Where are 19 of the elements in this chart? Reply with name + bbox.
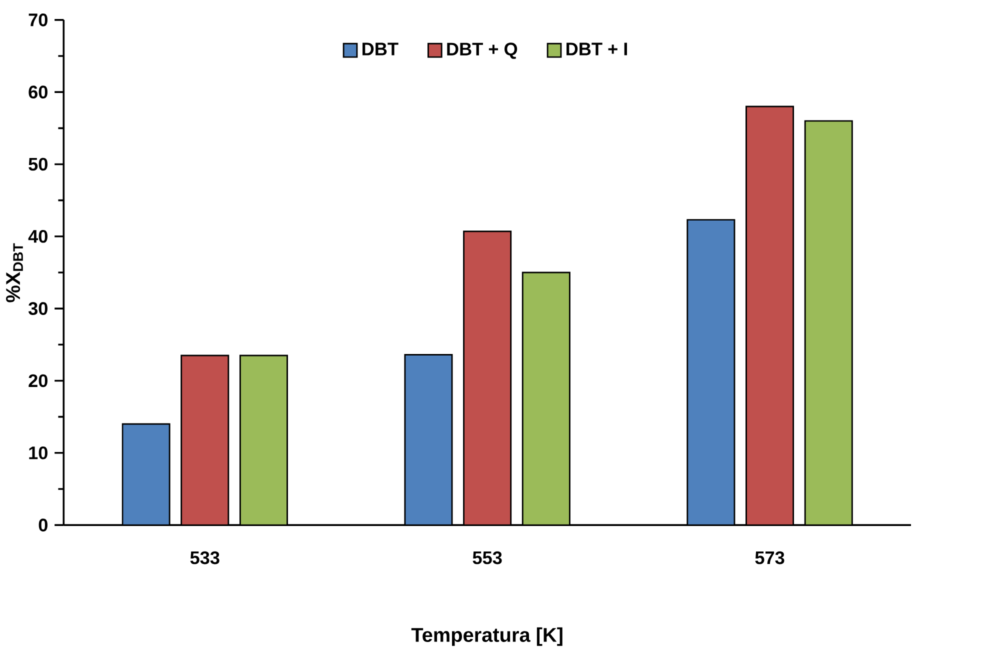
legend-label: DBT + Q [447,42,518,59]
y-tick-label: 30 [28,302,48,316]
y-tick-label: 70 [28,14,48,26]
bar [239,354,288,526]
bar [522,272,570,526]
y-tick-label: 40 [28,230,48,243]
y-tick-label: 0 [38,518,48,532]
y-tick-label: 10 [29,446,48,460]
y-tick-label: 60 [28,86,48,99]
x-axis-title: Temperatura [K] [411,627,562,646]
x-tick-label: 533 [190,551,220,564]
legend-label: DBT [362,42,398,56]
y-axis-title: %X$_{DBT}$ [6,243,23,302]
y-tick-label: 20 [28,374,48,388]
x-tick-label: 573 [755,551,784,564]
legend-label: DBT + I [566,42,627,56]
bar [804,120,853,526]
x-tick-label: 553 [472,551,502,564]
y-tick-label: 50 [28,158,48,171]
